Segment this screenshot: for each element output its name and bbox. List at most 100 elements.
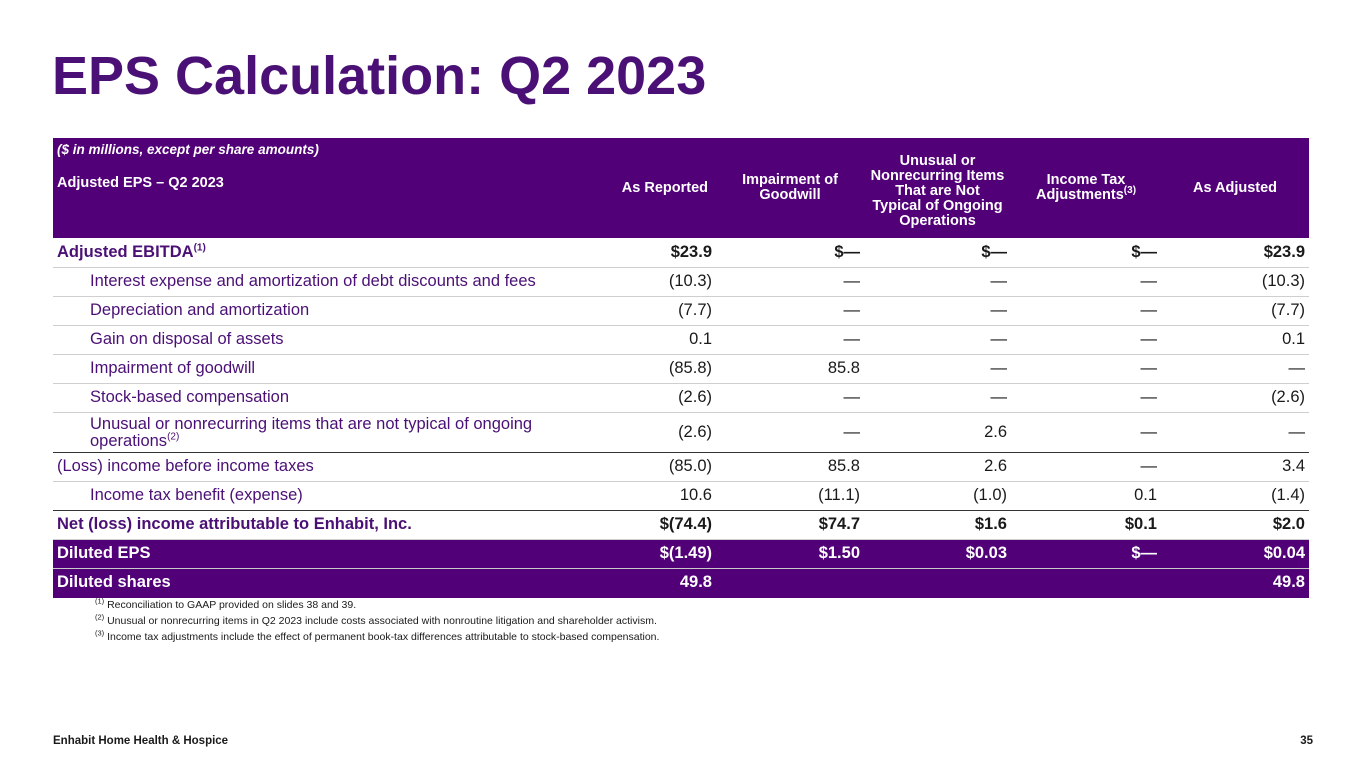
cell-as-reported: 10.6 <box>556 481 716 511</box>
cell-as-adjusted: $2.0 <box>1161 510 1309 540</box>
cell-impairment <box>716 568 864 598</box>
cell-as-reported: $23.9 <box>556 238 716 268</box>
cell-unusual-items: 2.6 <box>864 452 1011 482</box>
table-row: Income tax benefit (expense) 10.6 (11.1)… <box>53 481 1309 511</box>
cell-as-adjusted: (1.4) <box>1161 481 1309 511</box>
row-label: Gain on disposal of assets <box>53 325 556 355</box>
cell-as-reported: $(74.4) <box>556 510 716 540</box>
cell-impairment: — <box>716 296 864 326</box>
row-label: Adjusted EBITDA(1) <box>53 238 556 268</box>
footnote: (3) Income tax adjustments include the e… <box>95 629 995 645</box>
cell-as-reported: (7.7) <box>556 296 716 326</box>
column-header-as-reported: As Reported <box>621 179 708 196</box>
cell-unusual-items: (1.0) <box>864 481 1011 511</box>
table-row: Gain on disposal of assets 0.1 — — — 0.1 <box>53 325 1309 355</box>
header-label: Adjusted EPS – Q2 2023 <box>57 175 224 191</box>
footnote-text: Reconciliation to GAAP provided on slide… <box>104 599 357 611</box>
header-note: ($ in millions, except per share amounts… <box>57 142 319 157</box>
cell-income-tax: $— <box>1011 539 1161 569</box>
footer-company: Enhabit Home Health & Hospice <box>53 735 229 747</box>
column-header-income-tax: Income Tax Adjustments(3) <box>1011 138 1161 238</box>
cell-impairment: $74.7 <box>716 510 864 540</box>
table-row: Unusual or nonrecurring items that are n… <box>53 412 1309 453</box>
row-label: Diluted EPS <box>53 539 556 569</box>
column-header-unusual-items: Unusual or Nonrecurring Items That are N… <box>870 152 1005 229</box>
table-row-net-income: Net (loss) income attributable to Enhabi… <box>53 510 1309 540</box>
cell-impairment: — <box>716 325 864 355</box>
footnote-marker: (1) <box>193 242 206 254</box>
cell-income-tax <box>1011 568 1161 598</box>
table-row-diluted-shares: Diluted shares 49.8 49.8 <box>53 568 1309 598</box>
row-label: Diluted shares <box>53 568 556 598</box>
footnote-marker: (2) <box>95 612 105 622</box>
cell-as-reported: (2.6) <box>556 383 716 413</box>
cell-income-tax: $0.1 <box>1011 510 1161 540</box>
cell-unusual-items: — <box>864 383 1011 413</box>
cell-impairment: — <box>716 267 864 297</box>
cell-income-tax: 0.1 <box>1011 481 1161 511</box>
row-label: Interest expense and amortization of deb… <box>53 267 556 297</box>
cell-unusual-items: — <box>864 354 1011 384</box>
cell-unusual-items <box>864 568 1011 598</box>
cell-as-reported: (10.3) <box>556 267 716 297</box>
footnote: (1) Reconciliation to GAAP provided on s… <box>95 597 995 613</box>
footnote-marker: (1) <box>95 596 105 606</box>
cell-as-adjusted: 0.1 <box>1161 325 1309 355</box>
cell-impairment: 85.8 <box>716 452 864 482</box>
cell-unusual-items: 2.6 <box>864 412 1011 453</box>
table-row-diluted-eps: Diluted EPS $(1.49) $1.50 $0.03 $— $0.04 <box>53 539 1309 569</box>
page-title: EPS Calculation: Q2 2023 <box>52 46 707 106</box>
cell-as-adjusted: (7.7) <box>1161 296 1309 326</box>
row-label: Depreciation and amortization <box>53 296 556 326</box>
cell-income-tax: — <box>1011 354 1161 384</box>
row-label: Net (loss) income attributable to Enhabi… <box>53 510 556 540</box>
header-label-cell: ($ in millions, except per share amounts… <box>53 138 556 238</box>
row-label: Impairment of goodwill <box>53 354 556 384</box>
cell-income-tax: — <box>1011 452 1161 482</box>
footnote-text: Income tax adjustments include the effec… <box>104 631 660 643</box>
table-row: Depreciation and amortization (7.7) — — … <box>53 296 1309 326</box>
cell-income-tax: $— <box>1011 238 1161 268</box>
page-number: 35 <box>1300 735 1313 747</box>
cell-impairment: 85.8 <box>716 354 864 384</box>
footnote-marker: (3) <box>1123 185 1137 197</box>
cell-unusual-items: — <box>864 296 1011 326</box>
row-label: Income tax benefit (expense) <box>53 481 556 511</box>
cell-income-tax: — <box>1011 325 1161 355</box>
eps-table: ($ in millions, except per share amounts… <box>53 138 1309 598</box>
cell-impairment: $1.50 <box>716 539 864 569</box>
cell-unusual-items: $— <box>864 238 1011 268</box>
cell-as-adjusted: — <box>1161 412 1309 453</box>
cell-impairment: $— <box>716 238 864 268</box>
column-header-impairment: Impairment of Goodwill <box>742 172 838 203</box>
column-header-as-adjusted: As Adjusted <box>1192 179 1278 196</box>
footnote-marker: (2) <box>167 431 180 443</box>
footnotes: (1) Reconciliation to GAAP provided on s… <box>95 597 995 645</box>
cell-as-adjusted: $23.9 <box>1161 238 1309 268</box>
table-row: Adjusted EBITDA(1) $23.9 $— $— $— $23.9 <box>53 238 1309 268</box>
cell-impairment: (11.1) <box>716 481 864 511</box>
footnote: (2) Unusual or nonrecurring items in Q2 … <box>95 613 995 629</box>
cell-as-reported: 0.1 <box>556 325 716 355</box>
row-label: Unusual or nonrecurring items that are n… <box>53 412 556 453</box>
cell-as-adjusted: 49.8 <box>1161 568 1309 598</box>
cell-as-adjusted: (2.6) <box>1161 383 1309 413</box>
row-label-text: Adjusted EBITDA <box>57 242 194 261</box>
table-header-row: ($ in millions, except per share amounts… <box>53 138 1309 238</box>
cell-as-adjusted: (10.3) <box>1161 267 1309 297</box>
table-row: Interest expense and amortization of deb… <box>53 267 1309 297</box>
cell-unusual-items: $0.03 <box>864 539 1011 569</box>
cell-as-reported: (85.0) <box>556 452 716 482</box>
table-row: Impairment of goodwill (85.8) 85.8 — — — <box>53 354 1309 384</box>
row-label: Stock-based compensation <box>53 383 556 413</box>
row-label-text: Unusual or nonrecurring items that are n… <box>90 415 533 450</box>
cell-impairment: — <box>716 412 864 453</box>
cell-as-adjusted: 3.4 <box>1161 452 1309 482</box>
cell-as-adjusted: $0.04 <box>1161 539 1309 569</box>
cell-income-tax: — <box>1011 412 1161 453</box>
cell-unusual-items: $1.6 <box>864 510 1011 540</box>
column-header-income-tax-label: Income Tax Adjustments <box>1035 172 1126 203</box>
table-row: Stock-based compensation (2.6) — — — (2.… <box>53 383 1309 413</box>
cell-impairment: — <box>716 383 864 413</box>
table-row: (Loss) income before income taxes (85.0)… <box>53 452 1309 482</box>
